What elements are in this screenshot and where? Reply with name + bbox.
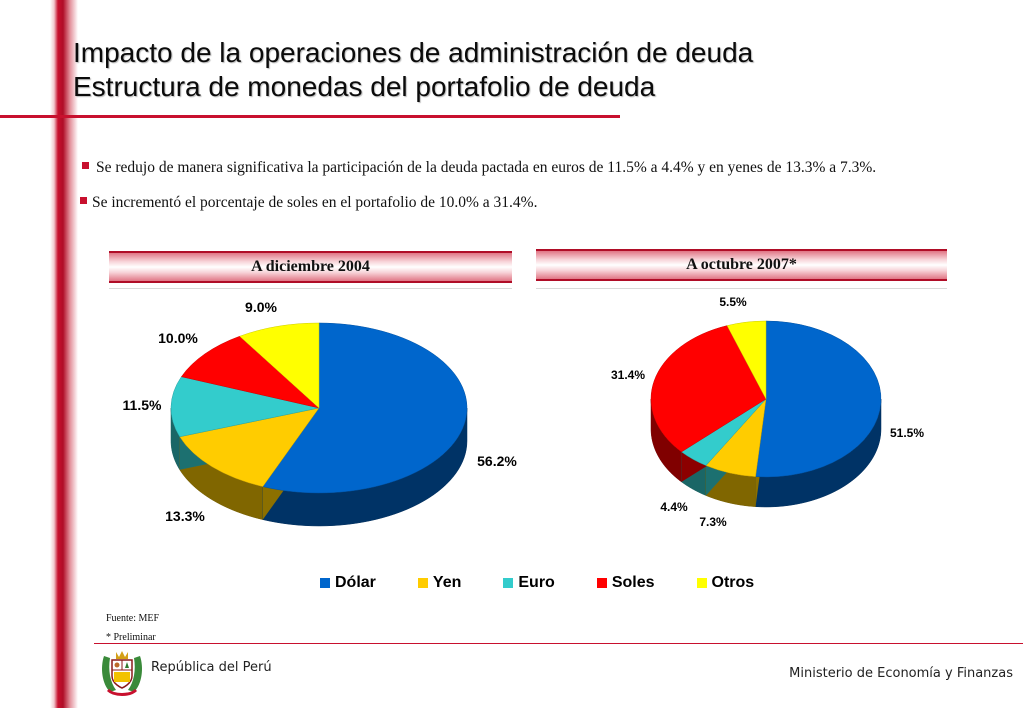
pie-label-otros: 9.0% [245,299,277,315]
slide-title: Impacto de la operaciones de administrac… [73,36,753,104]
left-decorative-band [0,0,78,708]
pie-slice-dolar [262,322,468,494]
footer-republica: República del Perú [151,660,272,675]
legend-item-soles: Soles [596,574,655,592]
pie-label-yen: 7.3% [699,515,727,529]
pie-slice-otros [726,320,767,400]
chart-2-header: A octubre 2007* [536,249,947,281]
pie-chart-1: 56.2% 13.3% 11.5% 10.0% 9.0% [123,299,517,527]
pie-chart-2: 51.5% 7.3% 4.4% 31.4% 5.5% [611,295,924,529]
preliminary-note: * Preliminar [106,632,156,643]
chart-legend: Dólar Yen Euro Soles Otros [320,574,754,592]
legend-swatch [320,578,330,588]
chart-2-title: A octubre 2007* [686,256,797,273]
legend-item-otros: Otros [696,574,755,592]
legend-label: Otros [711,574,755,591]
source-text: Fuente: MEF [106,613,160,624]
pie-slice-soles [650,325,767,453]
source-notes: Fuente: MEF * Preliminar [106,609,159,647]
footer-rule [94,643,1023,644]
title-line-2: Estructura de monedas del portafolio de … [73,71,656,102]
pie-label-soles: 10.0% [158,330,198,346]
chart-1-frame-bottom [109,288,512,289]
legend-item-dolar: Dólar [320,574,376,592]
bullet-text: Se redujo de manera significativa la par… [96,159,877,176]
chart-1-title: A diciembre 2004 [251,258,370,275]
title-underline [0,115,620,118]
pie-slice-euro [170,376,320,438]
pie-slice-yen [179,407,320,487]
legend-swatch [596,578,607,588]
footer-ministerio: Ministerio de Economía y Finanzas [789,666,1013,681]
legend-item-yen: Yen [417,574,462,592]
legend-label: Soles [611,574,655,591]
pie-label-yen: 13.3% [165,508,205,524]
bullet-square-icon [80,197,87,204]
bullet-square-icon [82,162,89,169]
pie-label-otros: 5.5% [719,295,747,309]
pie-slice-otros [239,322,320,409]
pie-slice-soles [180,335,320,409]
pie-slice-dolar [755,320,882,478]
bullet-list: Se redujo de manera significativa la par… [78,156,958,226]
legend-item-euro: Euro [503,574,555,592]
legend-label: Dólar [335,574,376,591]
legend-label: Yen [432,574,462,591]
peru-coat-of-arms-icon [102,651,142,696]
pie-label-dolar: 56.2% [477,453,517,469]
legend-swatch [503,578,514,588]
pie-label-euro: 4.4% [660,500,688,514]
pie-label-soles: 31.4% [611,368,645,382]
legend-label: Euro [518,574,555,591]
bullet-item: Se incrementó el porcentaje de soles en … [78,191,958,214]
bullet-text: Se incrementó el porcentaje de soles en … [92,194,538,211]
bullet-item: Se redujo de manera significativa la par… [78,156,958,179]
pie-label-dolar: 51.5% [890,426,924,440]
chart-1-header: A diciembre 2004 [109,251,512,283]
title-line-1: Impacto de la operaciones de administrac… [73,37,754,68]
chart-2-frame-bottom [536,288,947,289]
pie-label-euro: 11.5% [123,397,162,413]
legend-swatch [417,578,428,588]
legend-swatch [696,578,707,588]
